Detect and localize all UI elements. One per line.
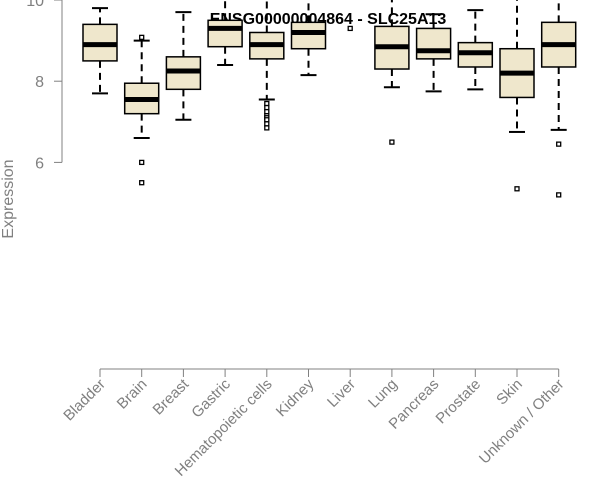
y-axis-label: Expression <box>0 159 17 238</box>
x-tick-label: Breast <box>150 375 193 418</box>
box-group <box>123 34 160 186</box>
box-group <box>165 11 202 121</box>
y-tick-label: 8 <box>35 74 44 91</box>
outlier-point <box>264 121 270 127</box>
x-tick-label: Bladder <box>60 376 109 425</box>
box-group <box>415 13 452 93</box>
x-tick-label: Lung <box>365 376 401 412</box>
box-iqr <box>415 27 452 60</box>
outlier-point <box>514 186 520 192</box>
x-tick-label: Kidney <box>273 375 318 420</box>
box-group <box>249 0 285 131</box>
outlier-point <box>264 104 270 111</box>
box-group <box>457 9 494 91</box>
box-group <box>374 0 410 145</box>
box-iqr <box>290 21 327 50</box>
outlier-point <box>139 159 145 166</box>
x-tick-label: Skin <box>493 376 526 409</box>
box-group <box>207 0 243 66</box>
x-tick-label: Liver <box>324 376 359 411</box>
chart-title: ENSG00000004864 - SLC25A13 <box>210 11 447 28</box>
outlier-point <box>264 109 270 115</box>
outlier-point <box>139 180 145 186</box>
x-tick-label: Prostate <box>433 376 485 428</box>
y-tick-label: 6 <box>35 155 44 172</box>
x-tick-label: Brain <box>114 376 151 413</box>
outlier-point <box>264 117 270 123</box>
outlier-point <box>389 139 395 145</box>
outlier-point <box>556 141 562 147</box>
outlier-point <box>347 25 353 32</box>
box-group <box>82 7 118 95</box>
box-group <box>290 0 327 77</box>
box-group <box>347 25 353 32</box>
outlier-point <box>264 125 270 131</box>
box-series <box>82 0 577 198</box>
y-axis: 681012 <box>26 0 63 172</box>
box-group <box>540 0 577 198</box>
box-group <box>499 0 535 192</box>
y-tick-label: 10 <box>26 0 44 10</box>
outlier-point <box>556 192 562 198</box>
box-iqr <box>207 19 243 48</box>
outlier-point <box>139 34 145 41</box>
outlier-point <box>264 100 270 107</box>
